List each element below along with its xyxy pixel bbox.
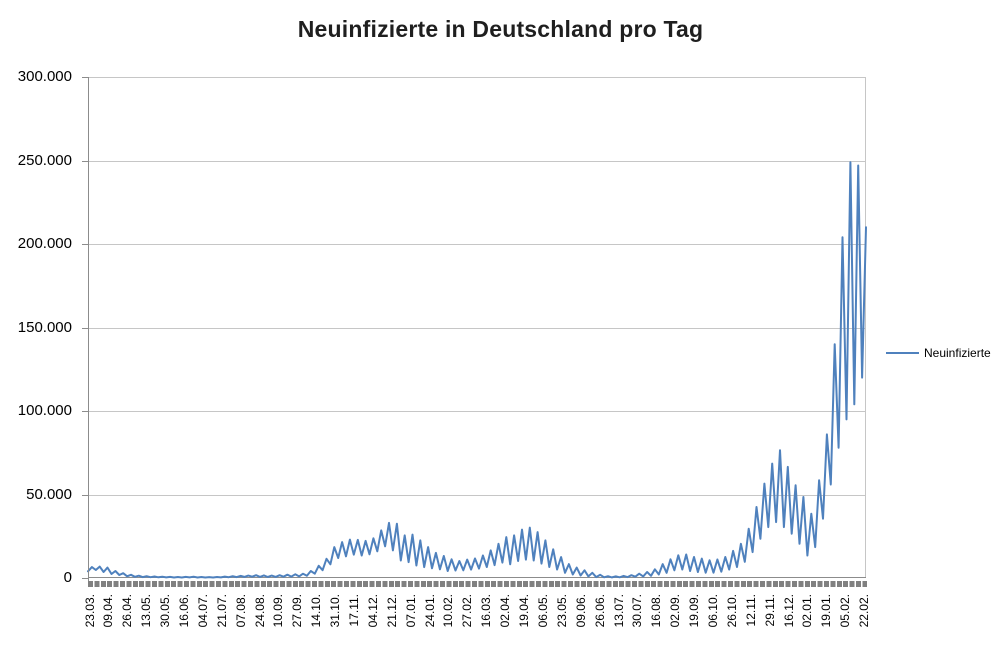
- x-tick-label: 02.09.: [668, 594, 683, 628]
- x-tick-label: 21.07.: [214, 594, 229, 628]
- series-line-neuinfizierte: [87, 161, 867, 579]
- y-tick-label: 50.000: [26, 485, 72, 503]
- x-tick-label: 13.07.: [611, 594, 626, 628]
- x-tick-label: 21.12.: [384, 594, 399, 628]
- x-tick-label: 14.10.: [309, 594, 324, 628]
- x-tick-label: 05.02.: [838, 594, 853, 628]
- plot-area: [87, 77, 867, 579]
- x-tick-label: 02.04.: [498, 594, 513, 628]
- x-tick-label: 16.08.: [649, 594, 664, 628]
- x-tick-label: 24.01.: [422, 594, 437, 628]
- y-tick-mark: [82, 495, 88, 496]
- y-tick-label: 250.000: [17, 151, 72, 169]
- x-tick-label: 30.05.: [158, 594, 173, 628]
- x-tick-label: 17.11.: [347, 594, 362, 627]
- plot-svg: [87, 77, 867, 579]
- y-tick-label: 100.000: [17, 402, 72, 419]
- x-tick-label: 24.08.: [252, 594, 267, 628]
- x-tick-label: 19.01.: [819, 594, 834, 628]
- x-tick-label: 23.03.: [82, 594, 97, 628]
- y-tick-mark: [82, 77, 88, 78]
- x-tick-label: 09.06.: [573, 594, 588, 628]
- y-tick-label: 300.000: [17, 68, 72, 85]
- legend-label: Neuinfizierte: [924, 346, 991, 360]
- x-tick-label: 04.12.: [365, 594, 380, 628]
- x-tick-label: 13.05.: [139, 594, 154, 628]
- x-tick-label: 06.10.: [706, 594, 720, 628]
- x-tick-label: 10.02.: [441, 594, 456, 628]
- x-tick-label: 23.05.: [554, 594, 569, 628]
- y-tick-mark: [82, 411, 88, 412]
- x-tick-label: 19.09.: [687, 594, 702, 628]
- y-tick-mark: [82, 161, 88, 162]
- x-tick-label: 27.09.: [290, 594, 305, 628]
- x-tick-label: 22.02.: [857, 594, 872, 628]
- x-tick-label: 02.01.: [800, 594, 815, 628]
- y-tick-mark: [82, 328, 88, 329]
- x-tick-label: 16.03.: [479, 594, 494, 628]
- x-tick-label: 16.06.: [176, 594, 191, 628]
- y-tick-mark: [82, 244, 88, 245]
- x-tick-label: 29.11.: [762, 594, 777, 627]
- x-tick-label: 26.04.: [120, 594, 135, 628]
- x-tick-label: 07.01.: [403, 594, 418, 628]
- legend-line-sample: [886, 352, 919, 354]
- x-tick-label: 06.05.: [535, 594, 550, 628]
- x-tick-label: 26.10.: [724, 594, 739, 628]
- x-tick-label: 12.11.: [743, 594, 758, 627]
- legend: Neuinfizierte: [886, 346, 991, 360]
- x-tick-label: 09.04.: [101, 594, 116, 628]
- x-tick-label: 31.10.: [328, 594, 343, 628]
- x-tick-label: 07.08.: [233, 594, 248, 628]
- x-tick-label: 19.04.: [517, 594, 532, 628]
- x-tick-label: 04.07.: [195, 594, 210, 628]
- x-tick-label: 16.12.: [781, 594, 796, 628]
- y-tick-mark: [82, 578, 88, 579]
- y-tick-label: 0: [63, 569, 72, 586]
- y-tick-label: 200.000: [17, 235, 72, 252]
- chart-title: Neuinfizierte in Deutschland pro Tag: [297, 16, 704, 42]
- x-axis-tick-bar: [88, 581, 867, 587]
- x-tick-label: 10.09.: [271, 594, 286, 628]
- x-tick-label: 27.02.: [460, 594, 475, 628]
- x-tick-label: 26.06.: [592, 594, 607, 628]
- x-tick-label: 30.07.: [630, 594, 645, 628]
- y-tick-label: 150.000: [17, 318, 72, 336]
- y-axis-line: [88, 77, 89, 587]
